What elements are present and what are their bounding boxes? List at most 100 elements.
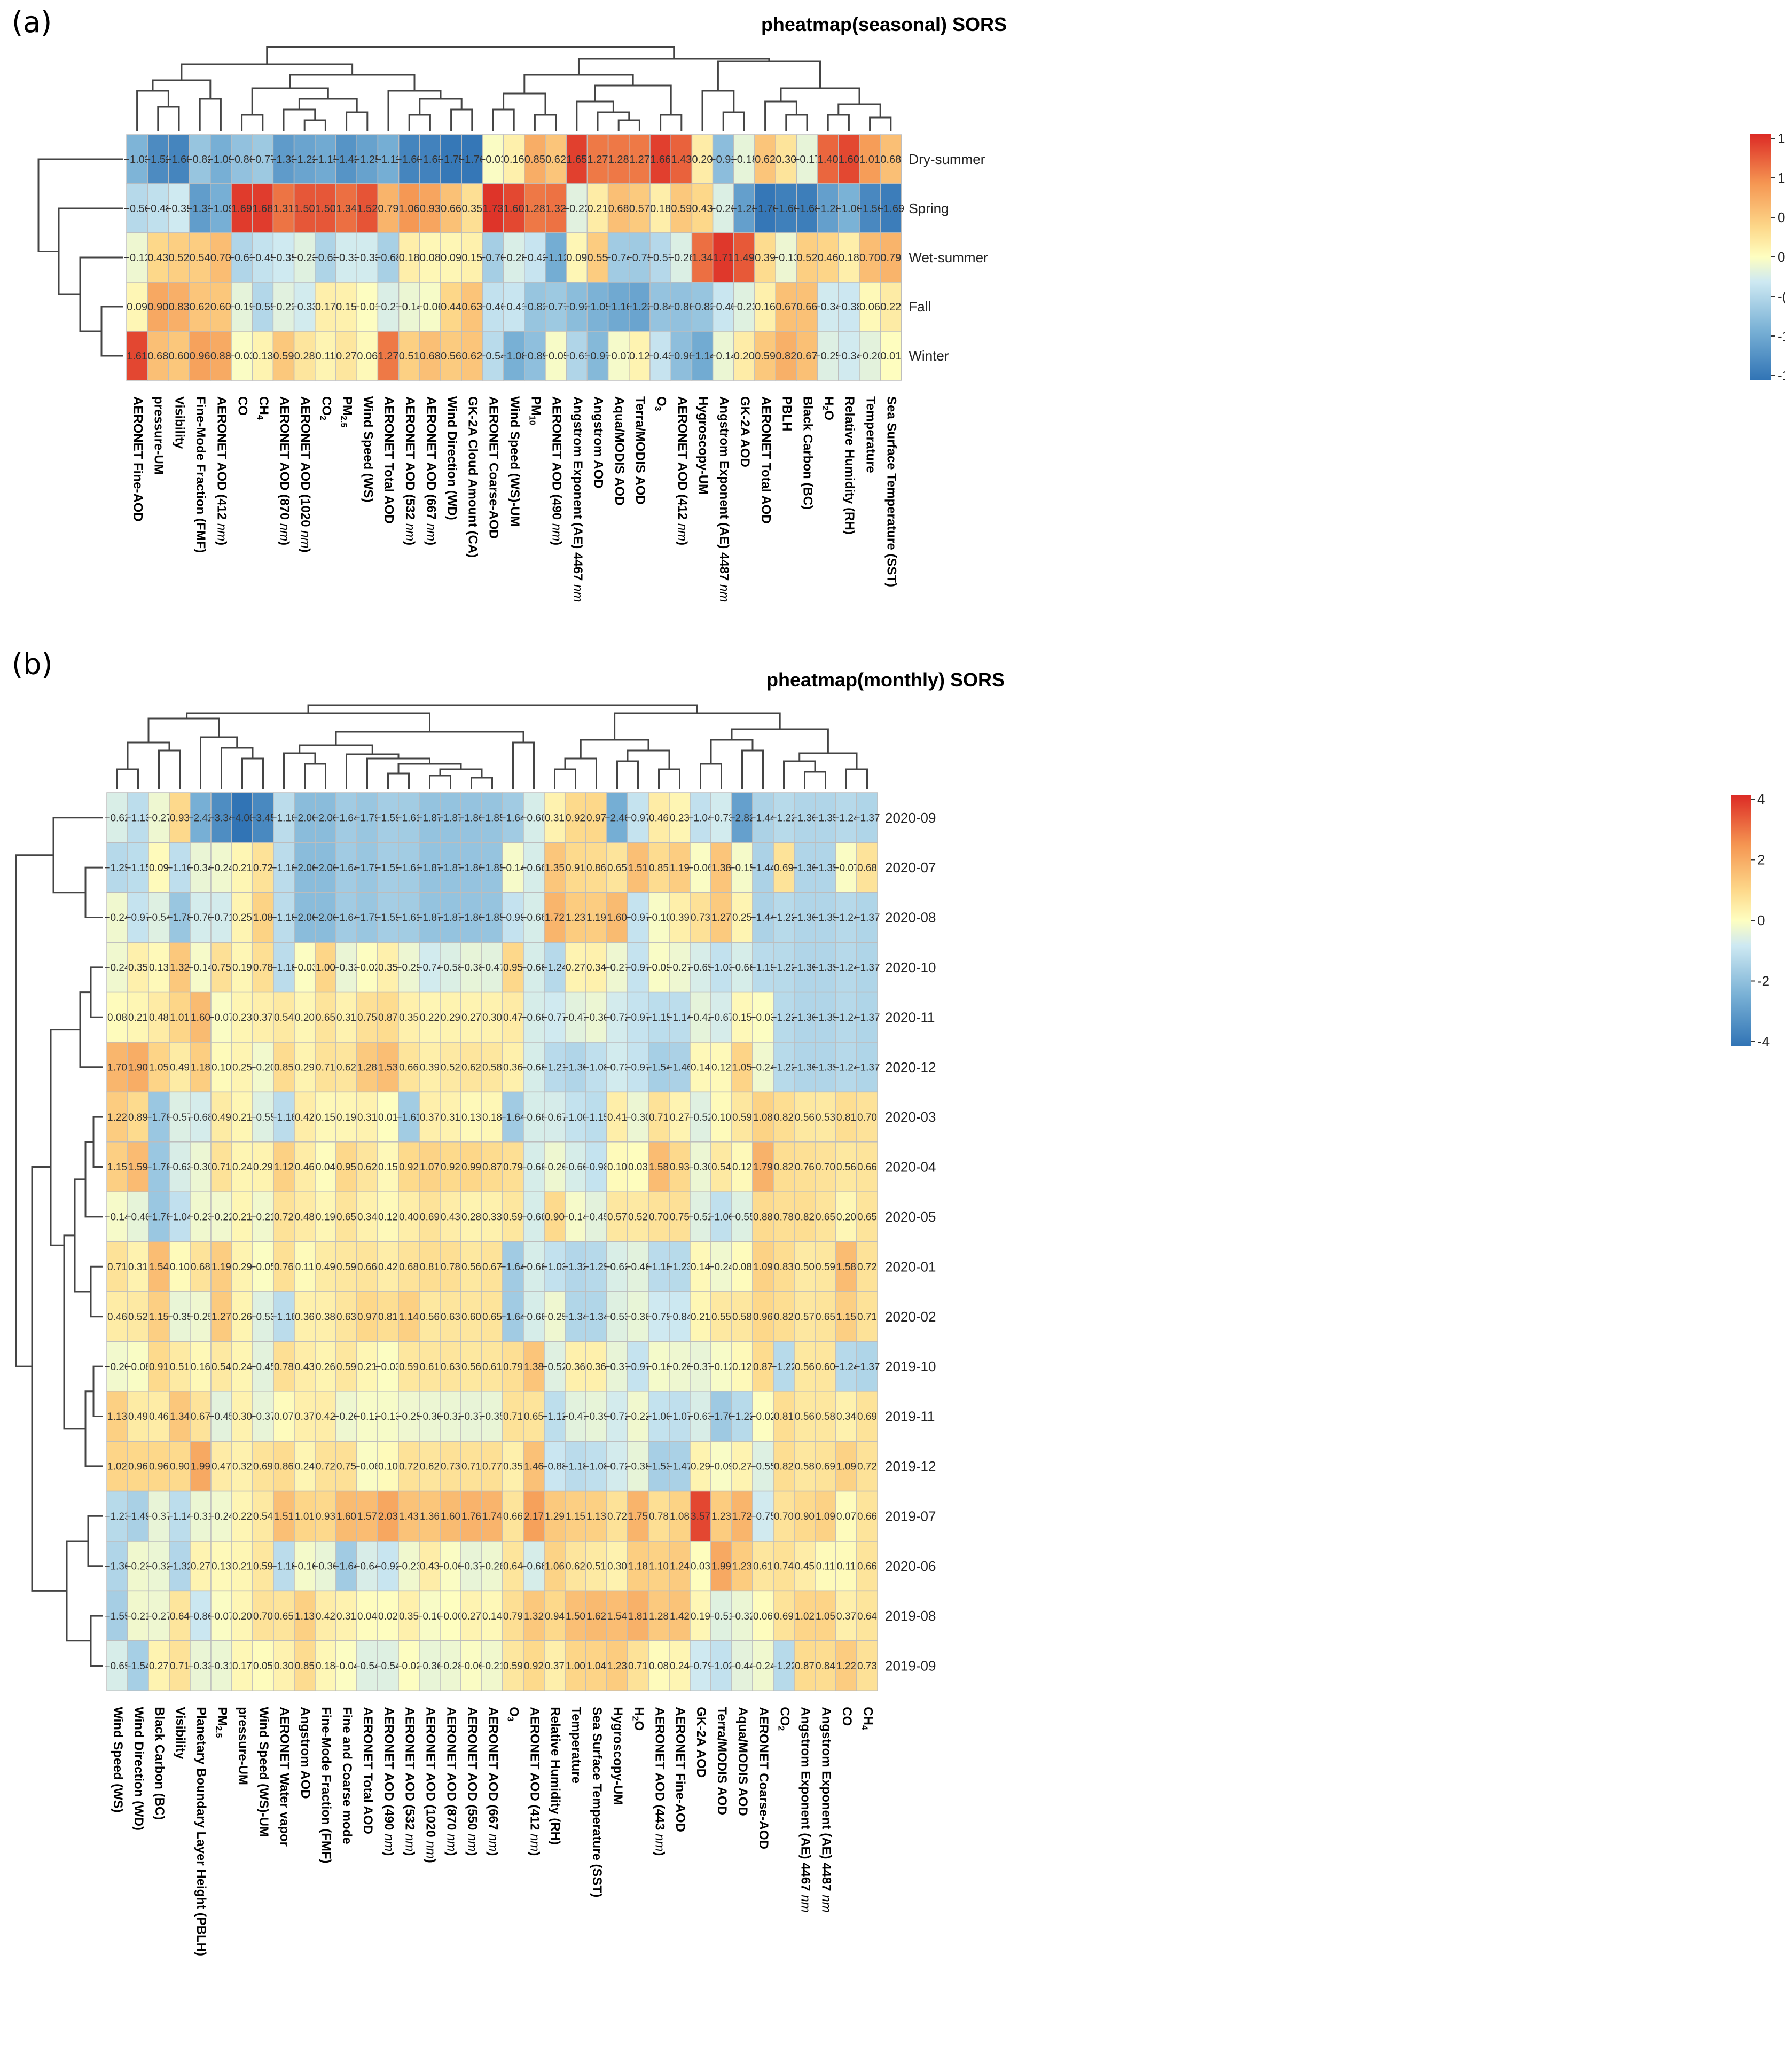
cell-value: 0.19 [336,1112,356,1123]
cell-value: −1.78 [167,912,192,924]
cell-value: 0.67 [191,1411,210,1422]
cell-value: −1.36 [792,863,817,874]
cell-fall-10 [335,282,357,332]
cell-2020-08-29 [710,892,732,943]
cell-2019-11-16 [440,1391,461,1442]
cell-value: −1.24 [833,912,859,924]
cell-value: −1.36 [792,1062,817,1073]
cell-value: −0.66 [562,1162,588,1173]
cell-value: −1.66 [772,203,800,215]
panel-a-column-labels: AERONET Fine-AOD pressure-UM Visibility Fin… [130,396,898,602]
cell-spring-5 [231,183,253,233]
cell-value: 1.18 [191,1062,210,1073]
cell-fall-8 [293,282,316,332]
cell-2019-10-19 [502,1341,524,1392]
panel-a-row-labels: Dry-summer Spring Wet-summer Fall Winter [909,151,988,364]
cell-value: 0.28 [294,350,315,362]
cell-value: 0.82 [774,1311,794,1323]
cell-value: 0.24 [295,1461,315,1473]
cell-2019-10-21 [544,1341,566,1392]
cell-winter-22 [586,331,609,381]
dendrogram-branch [200,736,238,789]
cell-value: 0.27 [670,1112,690,1123]
cell-value: 0.71 [461,1461,481,1473]
cell-wet-summer-14 [419,232,441,283]
cell-value: −1.09 [207,154,234,166]
cell-value: 0.37 [295,1411,315,1422]
cell-value: −1.86 [458,912,484,924]
cell-value: −1.76 [146,1212,171,1223]
cell-2020-03-35 [835,1091,857,1143]
cell-2020-09-32 [773,792,795,843]
cell-2020-09-17 [460,792,482,843]
cell-value: 0.85 [295,1661,315,1672]
panel-b-dendrogram [15,704,868,1667]
cell-value: 0.27 [732,1461,752,1473]
cell-value: −1.64 [333,863,359,874]
cell-2020-04-19 [502,1141,524,1192]
cell-value: −1.08 [500,350,528,362]
cell-value: −0.48 [144,203,171,215]
cell-value: −2.06 [292,812,317,824]
cell-2019-11-7 [252,1391,274,1442]
cell-value: −2.06 [312,863,338,874]
cell-value: 0.79 [503,1362,523,1373]
cell-value: 0.67 [482,1262,502,1273]
cell-value: −0.30 [187,1162,213,1173]
cell-2020-09-25 [627,792,649,843]
cell-2020-07-4 [190,842,212,893]
column-label-18: AERONET AOD (667 nm) [486,1707,500,1856]
cell-value: 0.59 [816,1262,835,1273]
cell-value: −1.24 [542,963,568,974]
cell-2020-07-13 [377,842,399,893]
cell-value: 0.07 [836,1511,856,1522]
dendrogram-branch [136,90,169,131]
cell-winter-16 [461,331,483,381]
cell-2020-07-31 [752,842,774,893]
cell-value: −1.14 [689,350,716,362]
dendrogram-branch [660,114,683,131]
cell-spring-24 [629,183,651,233]
cell-spring-13 [398,183,420,233]
column-label-20: AERONET AOD (412 nm) [527,1707,542,1856]
cell-value: −1.25 [104,863,130,874]
cell-value: −0.97 [584,350,612,362]
cell-value: −0.65 [687,963,713,974]
cell-value: 0.88 [210,350,231,362]
cell-value: −0.37 [250,1411,276,1422]
cell-2020-12-3 [169,1042,191,1093]
cell-value: −1.87 [437,863,463,874]
cell-value: 1.65 [566,154,587,166]
column-label-0: AERONET Fine-AOD [130,396,145,522]
cell-value: −0.22 [270,301,298,313]
cell-value: −1.64 [333,812,359,824]
dendrogram-branch [251,87,329,115]
column-label-17: AERONET Coarse-AOD [487,396,501,539]
cell-value: 0.71 [170,1661,190,1672]
cell-value: −0.77 [542,301,569,313]
cell-value: 1.23 [732,1561,752,1572]
cell-value: 0.13 [212,1561,231,1572]
dendrogram-branch [31,1166,67,1592]
cell-2020-10-5 [210,942,232,993]
cell-dry-summer-3 [189,134,211,184]
cell-2019-12-9 [294,1441,316,1492]
cell-value: 1.15 [107,1162,127,1173]
cell-fall-6 [252,282,274,332]
cell-value: −0.97 [625,1362,651,1373]
cell-value: 0.25 [232,1062,252,1073]
cell-wet-summer-33 [817,232,839,283]
cell-value: −0.66 [521,1012,546,1023]
cell-value: 0.37 [253,1012,273,1023]
cell-spring-12 [377,183,400,233]
cell-value: −0.66 [521,863,546,874]
cell-value: −0.82 [521,301,549,313]
cell-value: 0.51 [586,1561,606,1572]
cell-value: 0.71 [316,1062,335,1073]
cell-value: −0.03 [228,350,255,362]
cell-2020-01-13 [377,1241,399,1292]
cell-value: −1.37 [854,1012,880,1023]
legend-colorbar [1750,134,1771,380]
cell-value: −0.27 [604,963,630,974]
cell-value: 0.29 [441,1012,460,1023]
